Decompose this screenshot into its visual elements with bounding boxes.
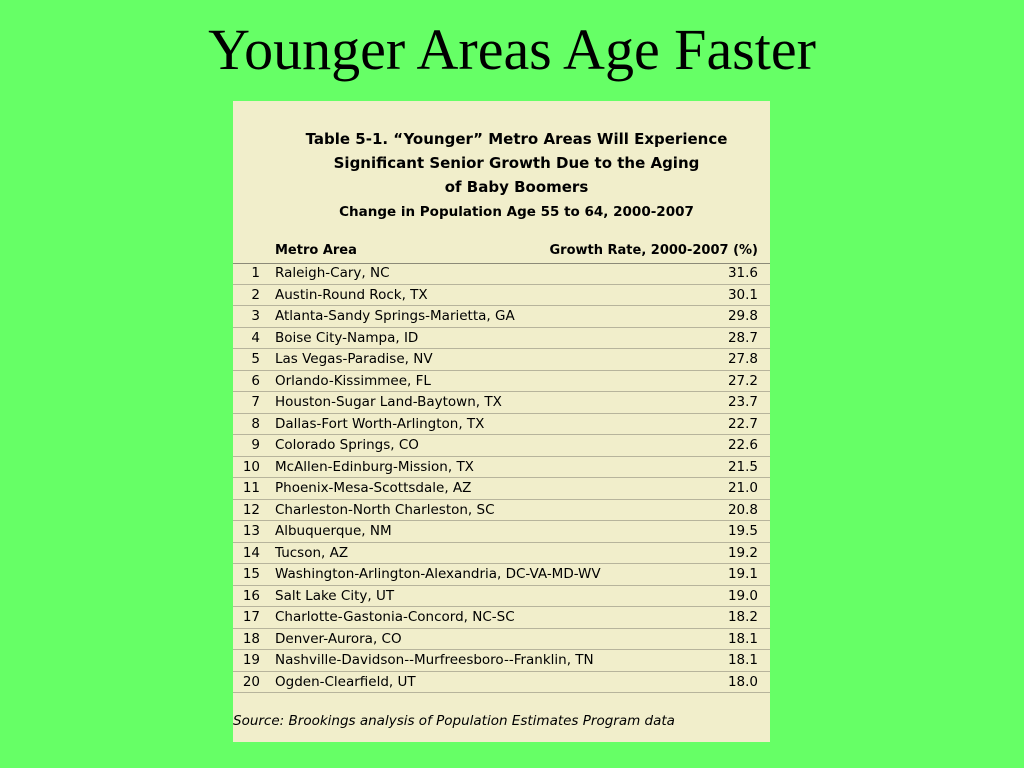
row-metro-area: McAllen-Edinburg-Mission, TX — [275, 458, 474, 475]
table-row: 9 Colorado Springs, CO 22.6 — [233, 435, 770, 457]
row-rank: 8 — [251, 415, 260, 432]
table-card: Table 5-1. “Younger” Metro Areas Will Ex… — [233, 101, 770, 742]
table-row: 15 Washington-Arlington-Alexandria, DC-VA… — [233, 564, 770, 586]
row-growth-rate: 19.5 — [727, 523, 758, 539]
row-metro-area: Charlotte-Gastonia-Concord, NC-SC — [275, 609, 515, 625]
table-row: 2 Austin-Round Rock, TX 30.1 — [233, 285, 770, 306]
row-growth-rate: 30.1 — [727, 286, 758, 303]
row-growth-rate: 27.2 — [727, 372, 758, 389]
row-metro-area: Boise City-Nampa, ID — [275, 329, 419, 346]
table-row: 19 Nashville-Davidson--Murfreesboro--Fran… — [233, 650, 770, 672]
caption-line: of Baby Boomers — [444, 178, 589, 196]
table-row: 16 Salt Lake City, UT 19.0 — [233, 586, 770, 607]
row-rank: 7 — [251, 394, 260, 410]
table-row: 4 Boise City-Nampa, ID 28.7 — [233, 328, 770, 349]
table-row: 7 Houston-Sugar Land-Baytown, TX 23.7 — [233, 392, 770, 414]
table-subtitle: Change in Population Age 55 to 64, 2000-… — [339, 204, 694, 220]
row-growth-rate: 27.8 — [727, 351, 758, 367]
row-rank: 4 — [251, 329, 260, 346]
table-row: 1 Raleigh-Cary, NC 31.6 — [233, 263, 770, 285]
row-rank: 16 — [242, 587, 260, 604]
table-row: 6 Orlando-Kissimmee, FL 27.2 — [233, 371, 770, 392]
table-row: 11 Phoenix-Mesa-Scottsdale, AZ 21.0 — [233, 478, 770, 500]
row-growth-rate: 29.8 — [727, 308, 758, 324]
row-growth-rate: 21.5 — [727, 458, 758, 475]
row-metro-area: Colorado Springs, CO — [275, 437, 419, 453]
row-rank: 12 — [242, 501, 260, 518]
row-growth-rate: 21.0 — [727, 480, 758, 496]
row-metro-area: Las Vegas-Paradise, NV — [275, 351, 433, 367]
row-metro-area: Washington-Arlington-Alexandria, DC-VA-M… — [275, 566, 601, 582]
table-row: 10 McAllen-Edinburg-Mission, TX 21.5 — [233, 457, 770, 478]
table-row: 18 Denver-Aurora, CO 18.1 — [233, 629, 770, 650]
row-growth-rate: 18.0 — [727, 673, 758, 690]
row-rank: 19 — [242, 652, 260, 668]
row-metro-area: Nashville-Davidson--Murfreesboro--Frankl… — [275, 652, 594, 668]
row-metro-area: Phoenix-Mesa-Scottsdale, AZ — [275, 480, 472, 496]
table-row: 8 Dallas-Fort Worth-Arlington, TX 22.7 — [233, 414, 770, 435]
row-growth-rate: 19.0 — [727, 587, 758, 604]
row-metro-area: Tucson, AZ — [275, 544, 349, 561]
column-header-growth: Growth Rate, 2000-2007 (%) — [549, 243, 759, 258]
table-caption: Table 5-1. “Younger” Metro Areas Will Ex… — [263, 127, 770, 224]
row-growth-rate: 20.8 — [727, 501, 758, 518]
slide-title: Younger Areas Age Faster — [208, 17, 816, 82]
row-rank: 18 — [242, 630, 260, 647]
row-rank: 17 — [242, 609, 260, 625]
row-metro-area: Albuquerque, NM — [275, 523, 392, 539]
source-note: Source: Brookings analysis of Population… — [233, 713, 675, 729]
table-body: 1 Raleigh-Cary, NC 31.6 2 Austin-Round Rock,… — [233, 263, 770, 693]
column-header-metro: Metro Area — [275, 243, 357, 258]
caption-line: Table 5-1. “Younger” Metro Areas Will Ex… — [305, 130, 728, 148]
table-row: 14 Tucson, AZ 19.2 — [233, 543, 770, 564]
table-header: Metro Area Growth Rate, 2000-2007 (%) — [233, 241, 770, 264]
row-growth-rate: 28.7 — [727, 329, 758, 346]
row-growth-rate: 19.2 — [727, 544, 758, 561]
row-growth-rate: 18.1 — [727, 652, 758, 668]
row-rank: 6 — [251, 372, 260, 389]
row-rank: 15 — [242, 566, 260, 582]
row-rank: 10 — [242, 458, 260, 475]
row-growth-rate: 18.1 — [727, 630, 758, 647]
caption-line: Significant Senior Growth Due to the Agi… — [333, 154, 700, 172]
row-rank: 2 — [251, 286, 260, 303]
table-row: 13 Albuquerque, NM 19.5 — [233, 521, 770, 543]
row-growth-rate: 22.6 — [727, 437, 758, 453]
table-row: 5 Las Vegas-Paradise, NV 27.8 — [233, 349, 770, 371]
row-metro-area: Charleston-North Charleston, SC — [275, 501, 495, 518]
row-rank: 13 — [242, 523, 260, 539]
row-metro-area: Dallas-Fort Worth-Arlington, TX — [275, 415, 485, 432]
row-rank: 9 — [251, 437, 260, 453]
row-rank: 1 — [251, 265, 260, 281]
row-growth-rate: 22.7 — [727, 415, 758, 432]
row-rank: 20 — [242, 673, 260, 690]
row-metro-area: Denver-Aurora, CO — [275, 630, 402, 647]
row-growth-rate: 18.2 — [727, 609, 758, 625]
row-metro-area: Orlando-Kissimmee, FL — [275, 372, 431, 389]
row-rank: 3 — [251, 308, 260, 324]
row-metro-area: Ogden-Clearfield, UT — [275, 673, 416, 690]
row-metro-area: Raleigh-Cary, NC — [275, 265, 390, 281]
row-metro-area: Austin-Round Rock, TX — [275, 286, 428, 303]
row-growth-rate: 19.1 — [727, 566, 758, 582]
table-row: 3 Atlanta-Sandy Springs-Marietta, GA 29.8 — [233, 306, 770, 328]
row-growth-rate: 23.7 — [727, 394, 758, 410]
table-row: 20 Ogden-Clearfield, UT 18.0 — [233, 672, 770, 693]
row-rank: 14 — [242, 544, 260, 561]
row-metro-area: Salt Lake City, UT — [275, 587, 395, 604]
row-metro-area: Atlanta-Sandy Springs-Marietta, GA — [275, 308, 515, 324]
row-metro-area: Houston-Sugar Land-Baytown, TX — [275, 394, 502, 410]
table-row: 17 Charlotte-Gastonia-Concord, NC-SC 18.2 — [233, 607, 770, 629]
row-rank: 5 — [251, 351, 260, 367]
table-row: 12 Charleston-North Charleston, SC 20.8 — [233, 500, 770, 521]
row-rank: 11 — [242, 480, 260, 496]
row-growth-rate: 31.6 — [727, 265, 758, 281]
